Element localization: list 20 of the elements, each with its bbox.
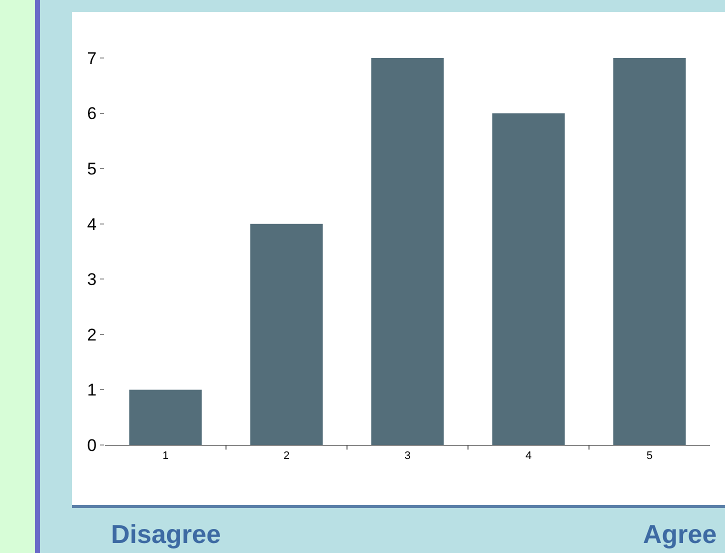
x-tick-label: 1 [162, 450, 169, 462]
y-tick-label: 5 [87, 160, 97, 179]
x-tick-label: 4 [525, 450, 532, 462]
bar [250, 224, 323, 445]
y-tick-label: 0 [87, 436, 97, 455]
y-tick-label: 1 [87, 380, 97, 400]
y-tick-label: 3 [87, 270, 97, 290]
y-tick-label: 6 [87, 104, 97, 124]
bar [492, 113, 565, 445]
bar [371, 58, 444, 445]
y-tick-label: 7 [87, 48, 97, 68]
x-tick-label: 5 [646, 450, 653, 462]
text: Disagree [111, 519, 221, 549]
text: Agree [643, 519, 717, 549]
x-tick-label: 3 [404, 450, 411, 462]
y-tick-label: 4 [87, 214, 97, 234]
bar [613, 58, 686, 445]
bar [129, 390, 202, 445]
y-tick-label: 2 [87, 325, 97, 344]
x-tick-label: 2 [283, 450, 290, 462]
